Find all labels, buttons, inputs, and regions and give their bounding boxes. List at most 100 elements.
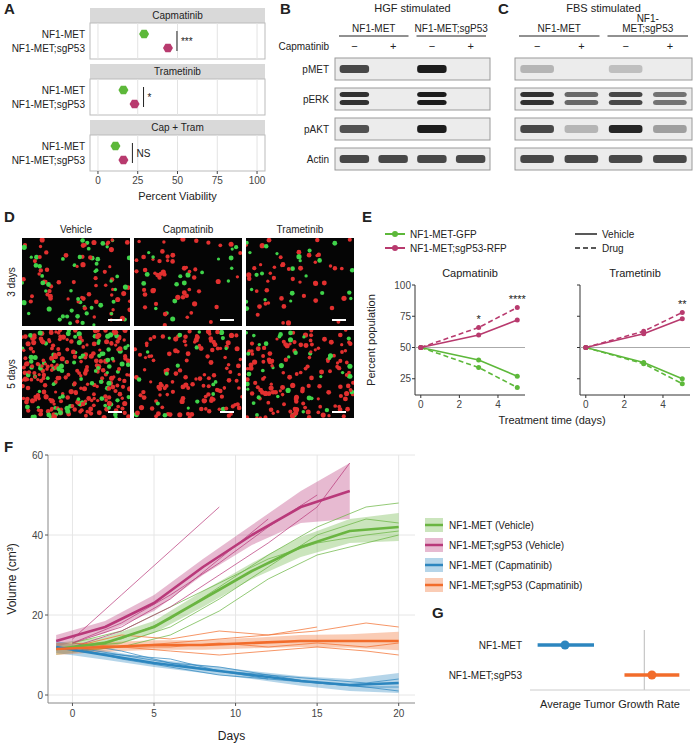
cell	[95, 257, 100, 262]
cell	[59, 399, 63, 403]
cell	[288, 331, 293, 336]
cell	[198, 330, 202, 334]
cell	[319, 370, 324, 375]
cell	[250, 288, 253, 291]
legend-line	[425, 544, 443, 547]
tick-label: 4	[495, 399, 501, 410]
cell	[23, 356, 27, 360]
cell	[154, 307, 158, 311]
row-label: pERK	[303, 94, 329, 105]
band	[565, 100, 599, 105]
point	[680, 376, 685, 381]
cell	[257, 304, 262, 309]
cell	[181, 385, 186, 390]
category-label: NF1-MET	[42, 85, 85, 96]
cell	[83, 306, 87, 310]
lane-label: +	[390, 40, 396, 52]
cell	[109, 312, 113, 316]
cell	[284, 358, 288, 362]
cell	[272, 276, 276, 280]
cell	[122, 401, 127, 406]
cell	[25, 397, 30, 402]
panel-letter: A	[4, 0, 15, 17]
cell	[329, 264, 333, 268]
cell	[123, 330, 127, 333]
cell	[75, 265, 78, 268]
column-label: Vehicle	[60, 224, 93, 235]
cell	[290, 383, 295, 388]
cell	[294, 395, 299, 400]
cell	[98, 303, 103, 308]
reference-line	[415, 347, 525, 348]
cell	[293, 411, 298, 416]
cell	[194, 377, 197, 380]
category-label: NF1-MET	[42, 29, 85, 40]
cell	[211, 397, 215, 401]
cell	[310, 343, 314, 347]
cell	[56, 376, 61, 381]
cell	[44, 289, 47, 292]
fit-line	[56, 641, 399, 649]
cell	[40, 238, 45, 242]
cell	[233, 403, 237, 407]
cell	[103, 404, 107, 408]
tick-label: 60	[32, 450, 44, 461]
cell	[262, 346, 266, 350]
cell	[193, 267, 197, 271]
cell	[64, 375, 68, 379]
cell	[80, 296, 83, 299]
dot	[110, 142, 120, 151]
cell	[188, 270, 192, 274]
cell	[236, 363, 241, 368]
cell	[195, 335, 200, 340]
lane-label: −	[351, 40, 357, 52]
cell	[22, 365, 26, 369]
cell	[109, 247, 114, 252]
cell	[328, 356, 332, 360]
cell	[234, 245, 238, 249]
micrograph	[246, 330, 354, 418]
cell	[92, 392, 96, 396]
point-estimate	[561, 641, 570, 650]
cell	[286, 388, 291, 393]
cell	[178, 274, 182, 278]
cell	[188, 330, 192, 334]
cell	[22, 245, 27, 250]
legend-label: Vehicle	[602, 229, 635, 240]
cell	[152, 335, 156, 339]
axis-title: Percent population	[365, 294, 377, 386]
cell	[268, 351, 273, 356]
cell	[304, 343, 309, 348]
cell	[290, 291, 295, 296]
tick	[235, 703, 236, 706]
cell	[65, 348, 69, 352]
cell	[94, 276, 98, 280]
cell	[111, 308, 114, 311]
cell	[182, 290, 187, 295]
grid-line	[257, 135, 258, 171]
cells	[22, 330, 130, 418]
tick-label: 50	[172, 175, 184, 186]
tick-label: 50	[400, 342, 412, 353]
cell	[44, 394, 48, 398]
cell	[183, 375, 188, 380]
tick	[317, 703, 318, 706]
cell	[92, 403, 96, 407]
cell	[22, 300, 27, 305]
cell	[99, 359, 104, 364]
cell	[246, 300, 248, 304]
blot-strip	[335, 88, 490, 110]
cells	[134, 238, 242, 326]
tick	[577, 347, 580, 348]
cell	[111, 238, 114, 241]
cell	[22, 384, 25, 388]
cell	[22, 397, 25, 400]
tick-label: 0	[70, 708, 76, 719]
cell	[264, 302, 268, 306]
cell	[66, 338, 69, 341]
cell	[187, 406, 190, 409]
tick	[412, 316, 415, 317]
cell	[280, 385, 285, 390]
cell	[299, 259, 302, 262]
grid-line	[72, 455, 73, 703]
